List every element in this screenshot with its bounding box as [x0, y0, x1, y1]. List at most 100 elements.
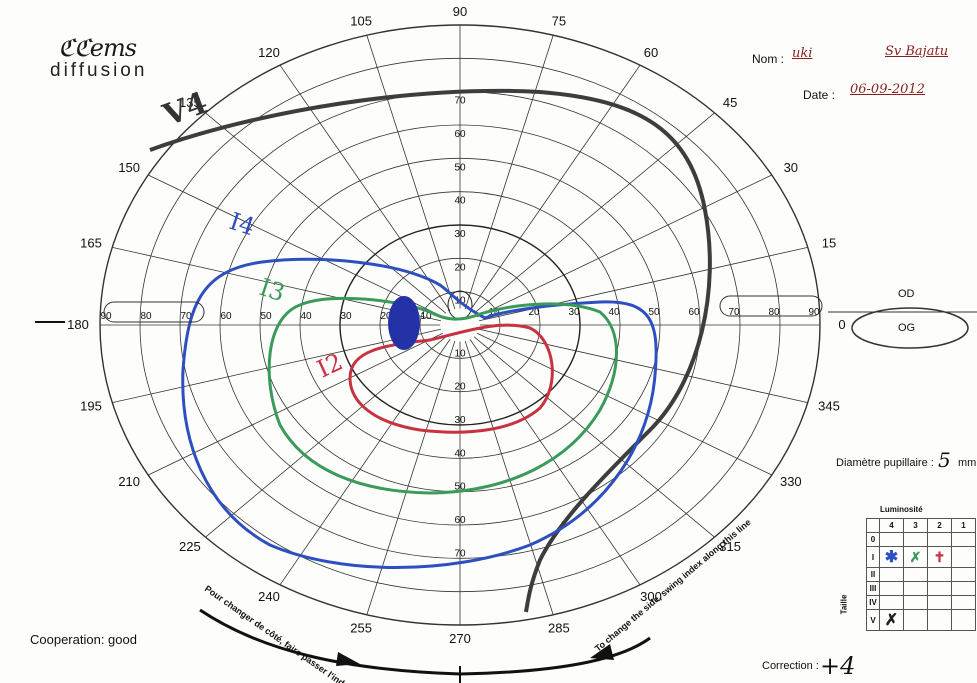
grid-meridian	[479, 328, 808, 404]
pupil-value: 5	[938, 448, 951, 472]
isopter-i4	[181, 257, 658, 569]
isopter-label-i4: I4	[226, 207, 258, 241]
meridian-label: 120	[258, 45, 280, 60]
lum-mark-v4: ✗	[879, 609, 904, 631]
meridian-label: 255	[350, 620, 372, 635]
isopter-label-v4: V4	[158, 86, 212, 134]
name-label: Nom :	[752, 52, 785, 66]
scale-label: 60	[454, 515, 466, 526]
grid-meridian	[469, 339, 641, 586]
lum-row: IV	[866, 595, 976, 610]
meridian-label: 150	[118, 160, 140, 175]
grid-meridian	[148, 174, 444, 318]
pupil-unit: mm	[958, 457, 977, 469]
grid-meridian	[112, 246, 441, 322]
meridian-label: 225	[179, 539, 201, 554]
scale-label: 80	[768, 307, 780, 318]
arc-arrowhead-left	[336, 652, 360, 666]
correction-label: Correction :	[762, 660, 819, 672]
grid-meridian	[279, 339, 451, 586]
scale-label: 10	[488, 307, 500, 318]
eye-og-label: OG	[898, 322, 916, 334]
scale-label: 90	[808, 307, 820, 318]
grid-meridian	[279, 64, 451, 311]
lum-row: I ✱ ✗ ✝	[866, 546, 976, 568]
lum-row: V ✗	[866, 609, 976, 631]
lum-mark-i2: ✝	[927, 546, 952, 568]
scale-label: 40	[454, 448, 466, 459]
scale-label: 40	[608, 307, 620, 318]
scale-label: 40	[454, 196, 466, 207]
grid-meridian	[476, 332, 772, 476]
luminosity-table: 4 3 2 1 0 I ✱ ✗ ✝ II III IV V ✗	[866, 518, 976, 631]
scale-label: 40	[300, 311, 312, 322]
scale-label: 30	[454, 415, 466, 426]
scale-label: 30	[454, 229, 466, 240]
scale-label: 10	[420, 311, 432, 322]
meridian-label: 60	[644, 45, 658, 60]
lum-col: 2	[927, 518, 952, 533]
scale-label: 20	[380, 311, 392, 322]
meridian-label: 300	[640, 589, 662, 604]
scale-label: 70	[180, 311, 192, 322]
lum-row: II	[866, 567, 976, 582]
grid-meridian	[469, 64, 641, 311]
brand-logo: ℭℭems	[58, 34, 137, 62]
meridian-label: 195	[80, 398, 102, 413]
grid-meridian	[366, 340, 456, 615]
scale-label: 50	[648, 307, 660, 318]
meridian-label: 105	[350, 14, 372, 29]
name-extra: Sv Bajatu	[885, 44, 949, 59]
grid-meridian	[476, 174, 772, 318]
grid-meridian	[205, 112, 447, 314]
date-label: Date :	[803, 88, 836, 102]
og-circle	[851, 307, 969, 349]
isopter-i2	[348, 323, 554, 434]
scale-box-left	[103, 301, 205, 323]
meridian-label: 180	[67, 317, 89, 332]
lum-header-row: 4 3 2 1	[866, 518, 976, 533]
scale-label: 10	[454, 348, 466, 359]
lum-mark-i3: ✗	[903, 546, 928, 568]
meridian-label: 285	[548, 620, 570, 635]
isopter-i3	[267, 296, 618, 495]
scale-label: 70	[728, 307, 740, 318]
scale-label: 30	[568, 307, 580, 318]
grid-meridian	[148, 332, 444, 476]
grid-meridian	[464, 35, 554, 310]
blind-spot	[388, 296, 420, 350]
meridian-label: 30	[784, 160, 798, 175]
grid-meridian	[205, 336, 447, 538]
isopter-label-i3: I3	[256, 273, 288, 307]
scale-label: 20	[454, 382, 466, 393]
meridian-label: 90	[453, 4, 467, 19]
luminosity-title: Luminosité	[880, 505, 923, 514]
meridian-label: 210	[118, 474, 140, 489]
meridian-label: 75	[552, 14, 566, 29]
eye-od-label: OD	[898, 288, 915, 300]
pupil-label: Diamètre pupillaire :	[836, 457, 934, 469]
meridian-label: 45	[723, 95, 737, 110]
meridian-label: 0	[838, 317, 845, 332]
grid-meridian	[473, 336, 715, 538]
meridian-label: 330	[780, 474, 802, 489]
side-change-arc	[199, 608, 651, 676]
name-value: uki	[792, 46, 813, 61]
scale-label: 60	[688, 307, 700, 318]
cooperation-note: Cooperation: good	[30, 632, 137, 647]
meridian-label: 270	[449, 631, 471, 646]
meridian-label: 240	[258, 589, 280, 604]
lum-col: 3	[903, 518, 928, 533]
scale-label: 20	[454, 262, 466, 273]
scale-label: 20	[528, 307, 540, 318]
isopter-v4	[149, 88, 712, 613]
lum-col: 1	[951, 518, 976, 533]
meridian-labels: 1201059075604530150345330315240255270285…	[67, 4, 845, 646]
scale-label: 30	[340, 311, 352, 322]
lum-mark-i4: ✱	[879, 546, 904, 568]
instruction-en: To change the side, swing index along th…	[593, 517, 753, 653]
correction-value: +4	[820, 652, 856, 680]
arc-arrowhead-right	[590, 644, 614, 660]
scale-label: 60	[454, 129, 466, 140]
